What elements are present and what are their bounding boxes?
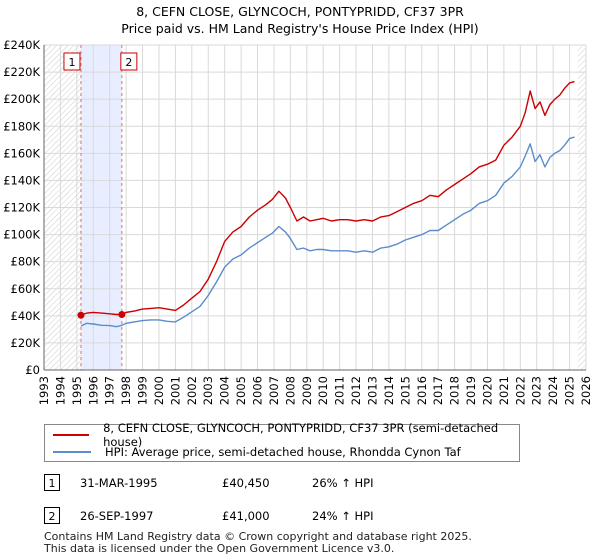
- x-tick-label: 2023: [530, 376, 544, 405]
- chart-title: 8, CEFN CLOSE, GLYNCOCH, PONTYPRIDD, CF3…: [0, 3, 600, 37]
- x-tick-label: 2015: [398, 376, 412, 405]
- y-tick-label: £80K: [11, 255, 41, 269]
- y-tick-label: £40K: [11, 309, 41, 323]
- x-tick-label: 2019: [464, 376, 478, 405]
- legend-item-property: 8, CEFN CLOSE, GLYNCOCH, PONTYPRIDD, CF3…: [53, 421, 519, 449]
- y-tick-label: £220K: [3, 65, 40, 79]
- y-tick-label: £140K: [3, 173, 40, 187]
- x-tick-label: 2017: [431, 376, 445, 405]
- hpi-line: [80, 136, 575, 328]
- x-tick-label: 2005: [234, 376, 248, 405]
- x-tick-label: 1997: [103, 376, 117, 405]
- annotation-date: 26-SEP-1997: [80, 509, 154, 523]
- sale-point: [77, 311, 85, 319]
- sale-label: 2: [125, 56, 132, 69]
- x-tick-label: 2025: [563, 376, 577, 405]
- y-tick-label: £240K: [3, 38, 40, 52]
- legend-swatch-property: [53, 434, 90, 436]
- x-tick-label: 1996: [86, 376, 100, 405]
- x-tick-label: 2014: [382, 376, 396, 405]
- x-tick-label: 2013: [365, 376, 379, 405]
- annotation-number: 1: [44, 474, 60, 491]
- chart-subtitle: Price paid vs. HM Land Registry's House …: [121, 21, 479, 36]
- x-tick-label: 2016: [415, 376, 429, 405]
- y-tick-label: £60K: [11, 282, 41, 296]
- y-tick-label: £20K: [11, 336, 41, 350]
- legend-item-hpi: HPI: Average price, semi-detached house,…: [53, 444, 461, 460]
- x-tick-label: 1994: [53, 376, 67, 405]
- footer-line: This data is licensed under the Open Gov…: [44, 542, 395, 555]
- x-tick-label: 2024: [546, 376, 560, 405]
- footer-line: Contains HM Land Registry data © Crown c…: [44, 530, 472, 543]
- y-tick-label: £0: [25, 363, 40, 377]
- x-tick-label: 2020: [480, 376, 494, 405]
- chart-title-address: 8, CEFN CLOSE, GLYNCOCH, PONTYPRIDD, CF3…: [136, 4, 464, 19]
- annotation-hpi-change: 26% ↑ HPI: [312, 476, 374, 490]
- x-tick-label: 1995: [70, 376, 84, 405]
- x-tick-label: 1999: [136, 376, 150, 405]
- sale-label-box: [120, 52, 138, 71]
- sale-label-box: [63, 52, 81, 71]
- chart-legend: 8, CEFN CLOSE, GLYNCOCH, PONTYPRIDD, CF3…: [44, 421, 520, 462]
- x-tick-label: 2012: [349, 376, 363, 405]
- x-tick-label: 2007: [267, 376, 281, 405]
- y-tick-label: £120K: [3, 201, 40, 215]
- x-tick-label: 2021: [497, 376, 511, 405]
- legend-swatch-hpi: [53, 451, 91, 453]
- x-tick-label: 2002: [185, 376, 199, 405]
- property-price-line: [80, 80, 575, 316]
- x-tick-label: 2026: [579, 376, 593, 405]
- annotation-price: £41,000: [222, 509, 270, 523]
- y-tick-label: £180K: [3, 119, 40, 133]
- annotation-date: 31-MAR-1995: [80, 476, 158, 490]
- x-tick-label: 2011: [333, 376, 347, 405]
- x-tick-label: 2022: [513, 376, 527, 405]
- sale-label: 1: [68, 56, 75, 69]
- annotation-hpi-change: 24% ↑ HPI: [312, 509, 374, 523]
- annotation-number: 2: [44, 507, 60, 524]
- price-chart: 1 2 £0 £20K £40K £60K £80K £100K £120K £140K £160…: [3, 38, 593, 405]
- x-tick-label: 1998: [119, 376, 133, 405]
- x-tick-label: 2004: [218, 376, 232, 405]
- x-tick-label: 2003: [201, 376, 215, 405]
- x-tick-label: 2000: [152, 376, 166, 405]
- y-tick-label: £200K: [3, 92, 40, 106]
- x-tick-label: 2009: [300, 376, 314, 405]
- x-tick-label: 2010: [316, 376, 330, 405]
- footer-copyright: Contains HM Land Registry data © Crown c…: [44, 531, 472, 555]
- x-tick-label: 2006: [251, 376, 265, 405]
- legend-label-property: 8, CEFN CLOSE, GLYNCOCH, PONTYPRIDD, CF3…: [103, 421, 499, 449]
- y-tick-label: £160K: [3, 146, 40, 160]
- legend-label-hpi: HPI: Average price, semi-detached house,…: [105, 445, 461, 459]
- y-tick-label: £100K: [3, 228, 40, 242]
- x-tick-label: 2008: [283, 376, 297, 405]
- x-tick-label: 2018: [448, 376, 462, 405]
- sale-point: [118, 310, 126, 318]
- x-tick-label: 1993: [37, 376, 51, 405]
- annotation-price: £40,450: [222, 476, 270, 490]
- x-tick-label: 2001: [168, 376, 182, 405]
